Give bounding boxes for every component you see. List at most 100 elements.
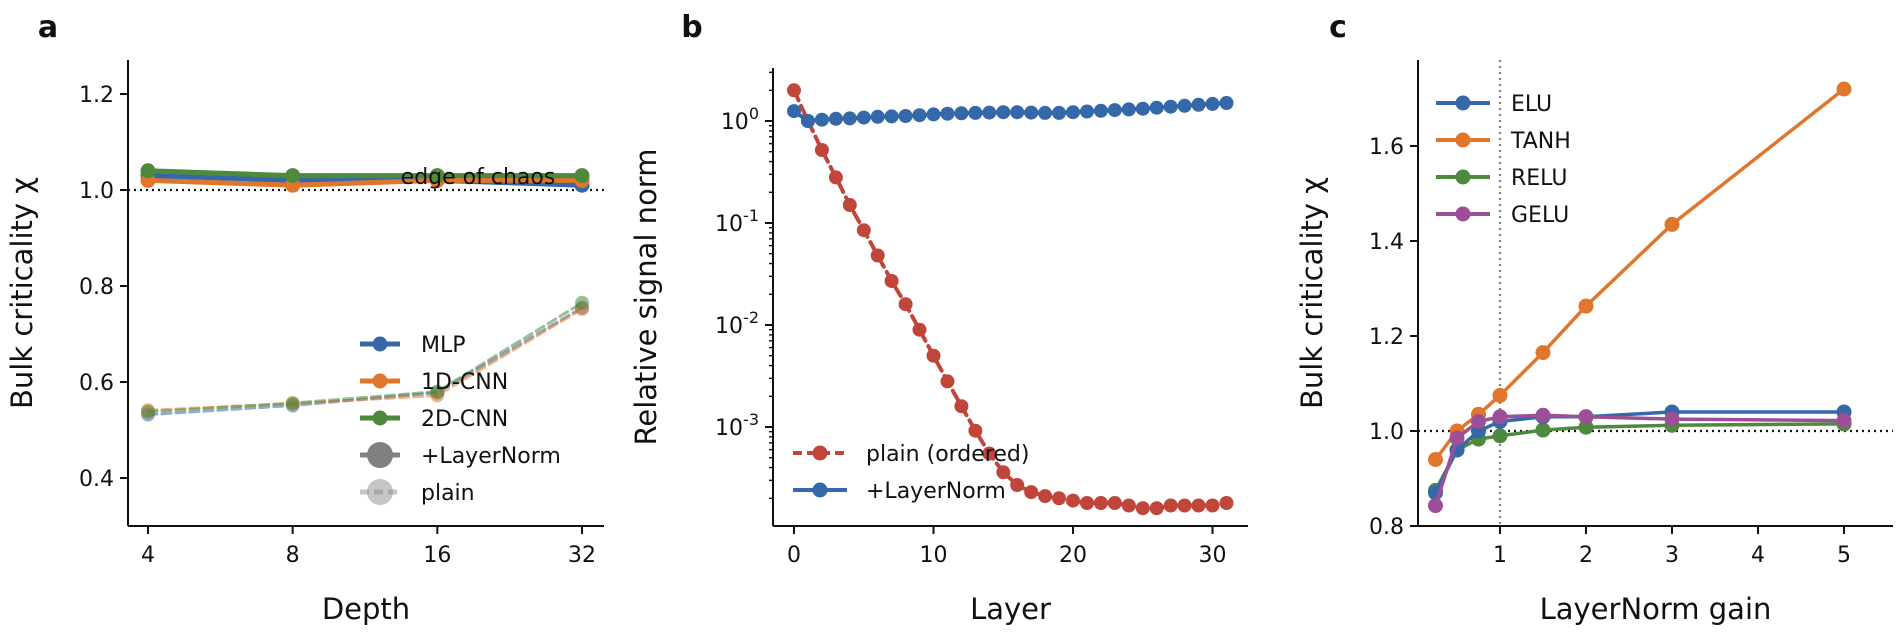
legend-tanh-marker — [1455, 132, 1471, 148]
panel-c-series-gelu — [1433, 413, 1846, 508]
panel-b-layernorm-point-7 — [884, 109, 899, 124]
panel-b-layernorm-point-30 — [1205, 96, 1220, 111]
panel-c-xtick-label: 1 — [1493, 543, 1507, 568]
panel-b-layernorm-point-23 — [1107, 103, 1122, 118]
panel-b-layernorm-point-19 — [1052, 105, 1066, 120]
panel-b-letter: b — [681, 10, 702, 45]
panel-c-xtick-label: 3 — [1665, 543, 1679, 568]
panel-a-ytick-label: 0.4 — [79, 467, 114, 492]
panel-b-plain-point-21 — [1080, 496, 1094, 510]
legend-1d-cnn-marker — [372, 373, 388, 389]
panel-b: b 100 10-1 10-2 10-3 0 10 20 30 Layer Relative sig… — [629, 10, 1248, 626]
panel-b-layernorm-point-1 — [801, 114, 815, 128]
panel-a-series-1d-cnn-layernorm — [145, 177, 585, 188]
legend-2d-cnn-marker — [372, 410, 388, 426]
panel-b-layernorm-point-31 — [1219, 96, 1234, 110]
panel-b-plain-point-13 — [968, 423, 983, 438]
panel-b-layernorm-point-2 — [814, 112, 829, 127]
panel-b-plain-point-26 — [1149, 501, 1164, 516]
panel-c-gelu-point-5 — [1578, 409, 1594, 425]
panel-b-layernorm-point-5 — [856, 110, 871, 125]
panel-b-plain-point-11 — [940, 374, 955, 389]
legend-plain-ordered-marker — [812, 445, 828, 461]
panel-c-gelu-point-7 — [1836, 413, 1852, 429]
legend-tanh-label: TANH — [1510, 129, 1571, 154]
panel-a-2d-cnn-plain-point-0 — [141, 404, 155, 419]
panel-c-tanh-point-5 — [1578, 298, 1594, 314]
panel-b-plain-point-23 — [1107, 496, 1122, 510]
panel-b-ytick-exponent: -2 — [743, 308, 759, 327]
panel-c-tanh-point-6 — [1664, 216, 1680, 232]
legend-elu-label: ELU — [1511, 92, 1552, 117]
panel-b-layernorm-point-0 — [787, 104, 801, 119]
legend-1d-cnn-label: 1D-CNN — [421, 370, 508, 395]
panel-b-layernorm-point-10 — [926, 107, 941, 122]
panel-b-xtick-label: 20 — [1059, 543, 1087, 568]
panel-b-layernorm-point-3 — [828, 111, 843, 126]
panel-b-plain-point-6 — [870, 248, 885, 263]
panel-c-ytick-label: 0.8 — [1369, 515, 1404, 540]
panel-a-annotation: edge of chaos — [401, 165, 556, 190]
panel-c-xtick-label: 2 — [1579, 543, 1593, 568]
panel-b-ytick-label: 10-2 — [715, 308, 759, 339]
panel-b-layernorm-point-8 — [898, 109, 913, 123]
panel-b-layernorm-point-25 — [1135, 101, 1150, 116]
panel-a-series-2d-cnn-plain — [146, 301, 584, 414]
panel-b-plain-point-20 — [1066, 493, 1080, 508]
panel-b-plain-point-8 — [898, 297, 913, 312]
panel-b-layernorm-point-26 — [1149, 100, 1164, 115]
panel-c-tanh-point-7 — [1836, 81, 1852, 97]
panel-b-ytick-exponent: -3 — [743, 410, 759, 429]
panel-a-series-1d-cnn-plain — [146, 307, 584, 412]
panel-b-xlabel: Layer — [970, 592, 1051, 626]
panel-b-plain-point-19 — [1052, 491, 1066, 506]
panel-a-2d-cnn-plain-point-1 — [285, 396, 300, 411]
panel-b-plain-point-14 — [982, 446, 997, 461]
legend-gelu-marker — [1455, 206, 1471, 222]
panel-b-plain-point-28 — [1177, 498, 1192, 513]
panel-c-tanh-point-3 — [1492, 387, 1508, 403]
panel-c-ylabel: Bulk criticality χ — [1295, 177, 1329, 409]
panel-a-ytick-label: 0.8 — [79, 275, 114, 300]
panel-c-gelu-point-3 — [1492, 409, 1508, 425]
panel-b-plain-point-29 — [1191, 498, 1206, 513]
panel-b-plain-point-22 — [1093, 496, 1108, 510]
panel-a-2d-cnn-plain-point-2 — [430, 384, 445, 399]
panel-c-relu-point-4 — [1535, 422, 1551, 438]
legend-plain-ordered-label: plain (ordered) — [866, 442, 1029, 467]
panel-b-plain-point-12 — [954, 399, 969, 414]
legend-layernorm-marker — [812, 482, 828, 498]
panel-c-xlabel: LayerNorm gain — [1540, 592, 1772, 626]
legend-relu-marker — [1455, 169, 1471, 185]
legend-plain-marker — [367, 479, 393, 505]
panel-b-xtick-label: 30 — [1199, 543, 1227, 568]
panel-b-layernorm-point-9 — [912, 108, 927, 123]
panel-b-plain-point-7 — [884, 274, 899, 288]
panel-a-ytick-label: 1.0 — [79, 179, 114, 204]
panel-b-plain-point-15 — [996, 465, 1011, 480]
panel-c-letter: c — [1329, 10, 1347, 45]
panel-a-ylabel: Bulk criticality χ — [5, 177, 39, 409]
legend-mlp-label: MLP — [421, 333, 466, 358]
panel-b-layernorm-point-11 — [940, 106, 955, 121]
panel-c-tanh-point-0 — [1428, 452, 1443, 467]
panel-c-gelu-point-4 — [1535, 407, 1551, 423]
panel-b-ytick-label: 10-3 — [715, 410, 759, 441]
legend-layernorm-label: +LayerNorm — [866, 479, 1006, 504]
panel-a: a 0.4 0.6 0.8 1.0 1.2 4 8 16 32 Depth Bulk critical… — [5, 10, 604, 626]
panel-b-ytick-label: 100 — [721, 104, 759, 135]
panel-c-relu-point-5 — [1578, 419, 1594, 435]
panel-b-legend: plain (ordered) +LayerNorm — [793, 442, 1029, 504]
panel-c: c 0.8 1.0 1.2 1.4 1.6 1 2 3 4 5 LayerNorm gain Bulk … — [1295, 10, 1893, 626]
panel-c-series-tanh — [1433, 87, 1846, 462]
panel-b-layernorm-point-13 — [968, 105, 983, 120]
legend-gelu-label: GELU — [1511, 203, 1569, 228]
panel-b-plain-point-9 — [912, 322, 927, 337]
panel-b-layernorm-point-20 — [1066, 105, 1080, 120]
panel-a-2d-cnn-layernorm-point-2 — [429, 168, 445, 184]
panel-c-ytick-label: 1.4 — [1369, 230, 1404, 255]
panel-b-plain-point-18 — [1038, 489, 1053, 504]
panel-b-plain-point-31 — [1219, 496, 1234, 510]
panel-b-plain-point-24 — [1121, 498, 1136, 513]
